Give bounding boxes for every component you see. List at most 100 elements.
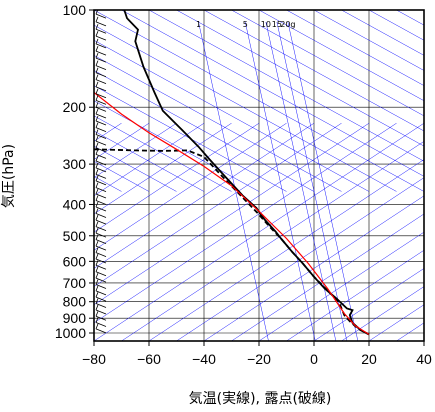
wind-barb-flag — [95, 31, 99, 37]
wind-barb-flag — [95, 142, 99, 149]
wind-barb — [95, 226, 107, 231]
wind-barb — [95, 79, 107, 84]
dry-adiabat-line — [231, 10, 424, 117]
mixing-ratio-label: 20g — [280, 20, 295, 29]
wind-barb-flag — [95, 88, 99, 94]
wind-barb-flag — [95, 81, 99, 88]
wind-barb-flag — [95, 285, 99, 292]
dry-adiabat-line — [94, 100, 260, 192]
wind-barb — [95, 72, 107, 78]
wind-barb-flag — [95, 38, 99, 45]
dry-adiabat-line — [94, 130, 205, 192]
isotherm-line — [94, 123, 177, 178]
wind-barb — [95, 154, 107, 159]
dry-adiabat-line — [203, 10, 424, 132]
wind-barb — [95, 173, 107, 179]
wind-barb-flag — [95, 129, 99, 135]
x-tick-label: 0 — [310, 351, 318, 367]
y-tick-label: 300 — [63, 156, 87, 172]
isotherm-line — [231, 213, 424, 341]
wind-barb-flag — [95, 311, 99, 317]
pressure-grid — [93, 9, 425, 341]
wind-barb-flag — [95, 102, 99, 108]
wind-barb-flag — [95, 95, 99, 101]
wind-barb — [95, 127, 107, 133]
wind-barb — [95, 57, 107, 63]
wind-barb-flag — [95, 247, 99, 253]
wind-barb-flag — [95, 122, 99, 128]
dry-adiabat-line — [94, 55, 342, 192]
wind-barb — [95, 160, 107, 166]
isotherm-line — [94, 123, 122, 142]
wind-barb — [95, 252, 107, 257]
y-axis-title: 気圧(hPa) — [1, 144, 17, 208]
wind-barb-flag — [95, 60, 99, 66]
isotherm-lines — [94, 10, 424, 341]
wind-barb-flag — [95, 188, 99, 195]
dry-adiabat-line — [94, 39, 370, 192]
wind-barb — [95, 296, 107, 302]
temperature-line — [123, 10, 370, 336]
isotherm-line — [94, 123, 260, 233]
y-tick-label: 700 — [63, 275, 87, 291]
wind-barb — [95, 315, 107, 321]
wind-barb-flag — [95, 221, 99, 227]
wind-barb-flag — [95, 292, 99, 298]
y-tick-label: 600 — [63, 253, 87, 269]
wind-barb — [95, 206, 107, 212]
y-tick-label: 1000 — [55, 325, 86, 341]
wind-barb — [95, 113, 107, 119]
isotherm-line — [176, 177, 424, 341]
wind-barb — [95, 50, 107, 56]
y-tick-label: 500 — [63, 228, 87, 244]
wind-barb-flag — [95, 208, 99, 214]
dry-adiabat-line — [258, 10, 424, 102]
wind-barb-flag — [95, 241, 99, 247]
wind-barb-flag — [95, 253, 99, 260]
wind-barb-flag — [95, 169, 99, 175]
mixing-ratio-line — [245, 21, 316, 341]
wind-barb-flag — [95, 24, 99, 30]
wind-barb — [95, 86, 107, 92]
wind-barb — [95, 147, 107, 153]
wind-barb — [95, 271, 107, 277]
dry-adiabat-line — [94, 85, 287, 192]
wind-barb — [95, 21, 107, 27]
isotherm-line — [94, 123, 424, 341]
isotherm-line — [313, 268, 424, 341]
x-tick-label: −80 — [82, 351, 106, 367]
isotherm-line — [203, 195, 424, 341]
profile-lines — [94, 10, 370, 336]
x-tick-label: −60 — [137, 351, 161, 367]
wind-barb-flag — [95, 317, 99, 323]
wind-barb — [95, 107, 107, 112]
wind-barb-flag — [95, 74, 99, 80]
dry-adiabat-line — [286, 10, 424, 86]
dry-adiabat-line — [94, 10, 424, 192]
wind-barb — [95, 309, 107, 315]
x-tick-label: −20 — [247, 351, 271, 367]
mixing-ratio-line — [276, 21, 348, 341]
wind-barb — [95, 328, 107, 334]
y-tick-label: 400 — [63, 196, 87, 212]
wind-barb-flag — [95, 52, 99, 59]
wind-barb — [95, 290, 107, 296]
dry-adiabat-line — [423, 10, 424, 11]
isotherm-line — [423, 340, 424, 341]
wind-barb-flag — [95, 162, 99, 168]
isotherm-line — [94, 123, 370, 305]
parcel-line — [94, 92, 370, 335]
dry-adiabat-line — [94, 145, 177, 192]
wind-barb — [95, 219, 107, 225]
y-tick-label: 900 — [63, 310, 87, 326]
mixing-ratio-label: 10 — [261, 20, 271, 29]
isotherm-line — [286, 249, 424, 341]
y-tick-label: 100 — [63, 2, 87, 18]
wind-barb-flag — [96, 1, 98, 6]
mixing-ratio-label: 15 — [272, 20, 282, 29]
isotherm-line — [148, 159, 424, 341]
wind-barb-flag — [95, 115, 99, 122]
dry-adiabat-line — [341, 10, 424, 56]
wind-barb — [95, 232, 107, 238]
